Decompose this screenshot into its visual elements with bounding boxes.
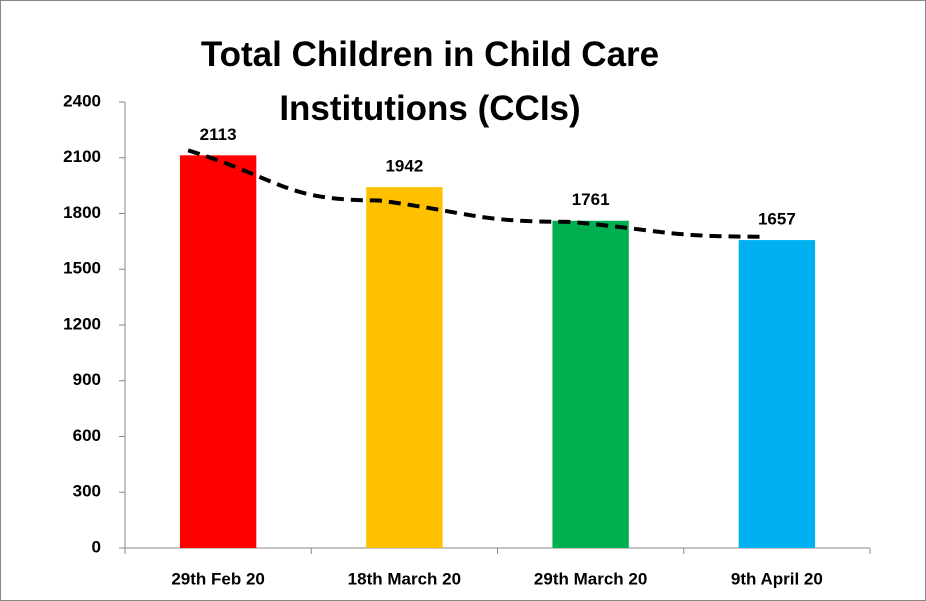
y-tick-label: 1800: [63, 203, 101, 222]
y-tick-label: 1200: [63, 314, 101, 333]
y-tick-label: 1500: [63, 259, 101, 278]
x-tick-label: 18th March 20: [348, 569, 461, 588]
y-tick-label: 2400: [63, 91, 101, 110]
x-tick-label: 9th April 20: [731, 569, 823, 588]
y-tick-label: 300: [73, 482, 101, 501]
bar: [366, 187, 443, 548]
trendline: [187, 148, 762, 239]
data-label: 1942: [385, 157, 423, 176]
data-label: 2113: [200, 125, 237, 144]
y-tick-label: 600: [73, 426, 101, 445]
bar: [179, 155, 257, 548]
x-tick-label: 29th Feb 20: [171, 569, 265, 588]
y-tick-label: 900: [73, 370, 101, 389]
y-tick-label: 0: [92, 537, 101, 556]
bar: [552, 220, 629, 548]
bar: [738, 240, 816, 549]
y-tick-label: 2100: [63, 147, 101, 166]
data-label: 1657: [758, 210, 796, 229]
chart-title: Total Children in Child Care Institution…: [200, 35, 660, 128]
data-label: 1761: [572, 190, 610, 209]
x-tick-label: 29th March 20: [534, 569, 647, 588]
